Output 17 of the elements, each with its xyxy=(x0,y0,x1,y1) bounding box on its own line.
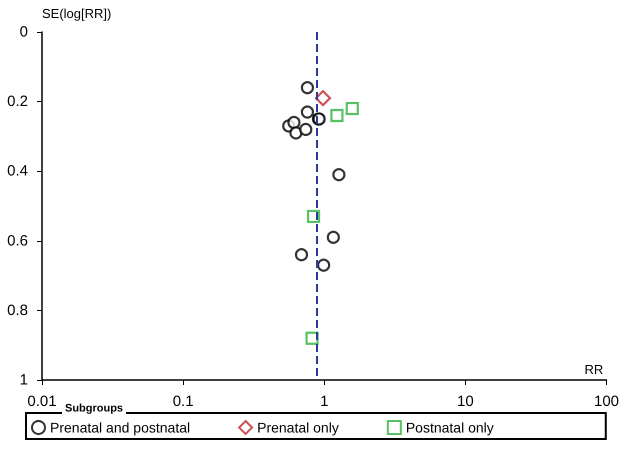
x-tick-label: 0.1 xyxy=(172,393,194,410)
x-tick-label: 100 xyxy=(594,393,619,410)
legend-label: Prenatal and postnatal xyxy=(50,420,190,436)
y-tick-label: 0.6 xyxy=(7,232,28,250)
y-tick-label: 1 xyxy=(20,372,28,388)
legend-label: Postnatal only xyxy=(406,420,494,436)
x-axis-title: RR xyxy=(584,362,604,377)
y-tick-label: 0.4 xyxy=(7,162,28,180)
y-axis-title: SE(log[RR]) xyxy=(42,6,112,21)
x-tick-label: 10 xyxy=(457,393,474,410)
y-tick-label: 0 xyxy=(20,24,28,40)
legend-title: Subgroups xyxy=(65,402,124,414)
y-tick-label: 0.8 xyxy=(7,302,28,319)
legend-label: Prenatal only xyxy=(257,420,339,436)
y-tick-label: 0.2 xyxy=(7,93,28,110)
x-tick-label: 1 xyxy=(320,393,328,410)
x-tick-label: 0.01 xyxy=(27,393,57,410)
